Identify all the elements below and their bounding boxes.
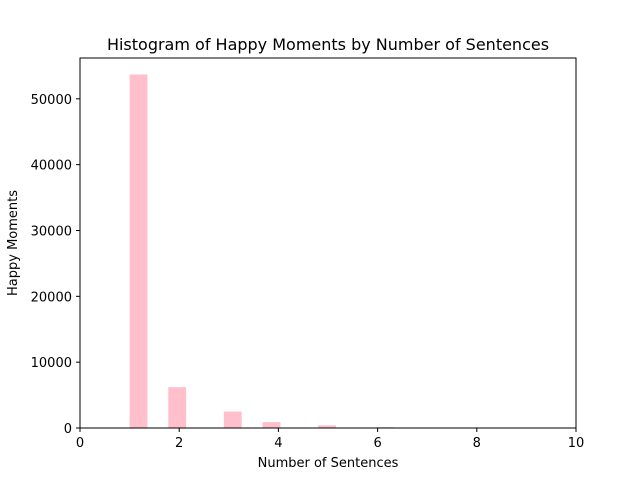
- y-tick-label: 20000: [31, 290, 72, 305]
- x-tick-label: 0: [76, 436, 84, 451]
- y-tick-label: 0: [64, 422, 72, 437]
- y-tick-label: 40000: [31, 159, 72, 174]
- y-tick-label: 50000: [31, 93, 72, 108]
- x-tick-label: 6: [373, 436, 381, 451]
- x-tick-label: 10: [568, 436, 585, 451]
- bar-3: [262, 422, 281, 428]
- x-tick-label: 8: [473, 436, 481, 451]
- x-tick-label: 4: [274, 436, 282, 451]
- y-tick-label: 30000: [31, 224, 72, 239]
- chart-title: Histogram of Happy Moments by Number of …: [107, 35, 549, 54]
- bars-layer: [129, 74, 567, 428]
- x-tick-label: 2: [175, 436, 183, 451]
- x-axis-label: Number of Sentences: [258, 456, 399, 471]
- bar-1: [168, 387, 187, 428]
- y-axis-label: Happy Moments: [6, 190, 21, 296]
- axes-layer: 0 2 4 6 8 10 0 10000 20000 30000 40000 50000: [31, 57, 585, 451]
- bar-2: [223, 411, 242, 428]
- bar-0: [129, 74, 148, 428]
- y-tick-label: 10000: [31, 356, 72, 371]
- plot-frame: [79, 57, 577, 429]
- bar-4: [318, 425, 336, 428]
